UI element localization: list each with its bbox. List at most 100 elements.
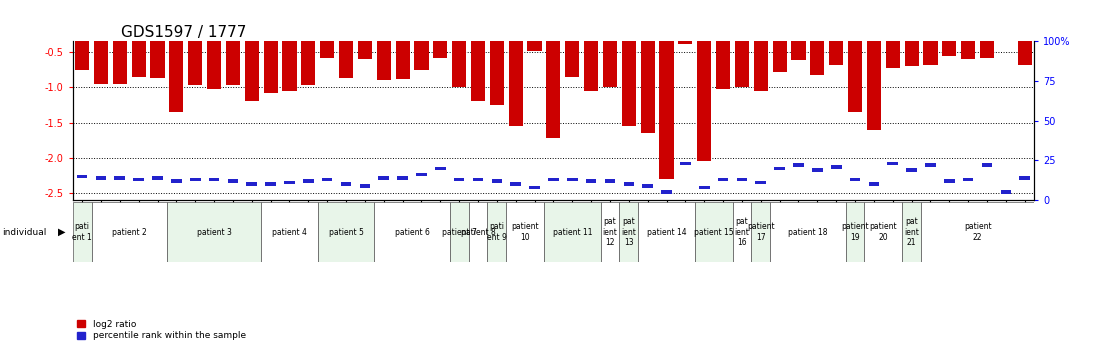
Bar [679, 17, 692, 43]
Bar [283, 17, 296, 91]
Bar [228, 179, 238, 183]
Bar [756, 181, 766, 185]
Bar [113, 17, 126, 84]
Bar [468, 202, 487, 262]
Bar [923, 17, 938, 65]
Bar [619, 202, 638, 262]
Bar [885, 17, 900, 68]
Text: pat
ient
12: pat ient 12 [603, 217, 617, 247]
Bar [1001, 190, 1011, 194]
Bar [509, 17, 523, 126]
Bar [471, 17, 485, 101]
Text: ▶: ▶ [58, 227, 66, 237]
Bar [830, 17, 843, 65]
Text: GDS1597 / 1777: GDS1597 / 1777 [121, 25, 246, 40]
Bar [622, 17, 636, 126]
Text: patient
19: patient 19 [841, 222, 869, 242]
Bar [547, 17, 560, 138]
Bar [735, 17, 749, 87]
Bar [680, 162, 691, 165]
Bar [600, 202, 619, 262]
Bar [151, 17, 164, 78]
Bar [528, 17, 541, 51]
Bar [544, 202, 600, 262]
Bar [998, 17, 1013, 32]
Bar [921, 202, 1034, 262]
Bar [397, 176, 408, 180]
Bar [358, 17, 372, 59]
Bar [904, 17, 919, 66]
Bar [638, 202, 694, 262]
Bar [360, 184, 370, 188]
Bar [751, 202, 770, 262]
Bar [773, 17, 787, 72]
Bar [624, 183, 634, 186]
Bar [961, 17, 975, 59]
Bar [96, 176, 106, 180]
Bar [566, 17, 579, 77]
Bar [866, 17, 881, 130]
Bar [980, 17, 994, 58]
Bar [754, 17, 768, 91]
Bar [434, 17, 447, 58]
Bar [264, 17, 277, 93]
Bar [284, 181, 295, 185]
Text: patient 7: patient 7 [442, 227, 476, 237]
Bar [792, 17, 806, 60]
Bar [506, 202, 544, 262]
Bar [209, 178, 219, 181]
Bar [793, 164, 804, 167]
Bar [529, 186, 540, 189]
Bar [942, 17, 956, 56]
Bar [301, 17, 315, 85]
Text: pati
ent 1: pati ent 1 [73, 222, 92, 242]
Bar [845, 202, 864, 262]
Bar [641, 17, 655, 133]
Bar [320, 17, 334, 58]
Bar [812, 168, 823, 172]
Bar [770, 202, 845, 262]
Bar [811, 17, 824, 75]
Text: pat
ient
21: pat ient 21 [904, 217, 919, 247]
Bar [492, 179, 502, 183]
Bar [699, 186, 710, 189]
Bar [643, 184, 653, 188]
Bar [716, 17, 730, 89]
Bar [926, 164, 936, 167]
Bar [77, 175, 87, 178]
Bar [694, 202, 732, 262]
Bar [473, 178, 483, 181]
Bar [511, 183, 521, 186]
Text: patient 6: patient 6 [395, 227, 429, 237]
Bar [75, 17, 89, 70]
Bar [963, 178, 974, 181]
Text: pat
ient
16: pat ient 16 [735, 217, 749, 247]
Bar [339, 17, 353, 78]
Bar [775, 167, 785, 170]
Bar [831, 165, 842, 169]
Bar [490, 17, 504, 105]
Bar [246, 183, 257, 186]
Bar [660, 17, 674, 179]
Bar [322, 178, 332, 181]
Bar [114, 176, 125, 180]
Text: patient
10: patient 10 [511, 222, 539, 242]
Bar [449, 202, 468, 262]
Text: individual: individual [2, 227, 47, 237]
Text: patient
20: patient 20 [870, 222, 897, 242]
Bar [265, 183, 276, 186]
Bar [907, 168, 917, 172]
Bar [567, 178, 578, 181]
Bar [207, 17, 221, 89]
Bar [454, 178, 464, 181]
Bar [415, 17, 428, 70]
Bar [133, 178, 144, 181]
Text: pat
ient
13: pat ient 13 [622, 217, 636, 247]
Bar [226, 17, 240, 85]
Legend: log2 ratio, percentile rank within the sample: log2 ratio, percentile rank within the s… [77, 320, 246, 341]
Bar [603, 17, 617, 87]
Bar [548, 178, 559, 181]
Text: patient 18: patient 18 [788, 227, 827, 237]
Bar [452, 17, 466, 87]
Bar [982, 164, 993, 167]
